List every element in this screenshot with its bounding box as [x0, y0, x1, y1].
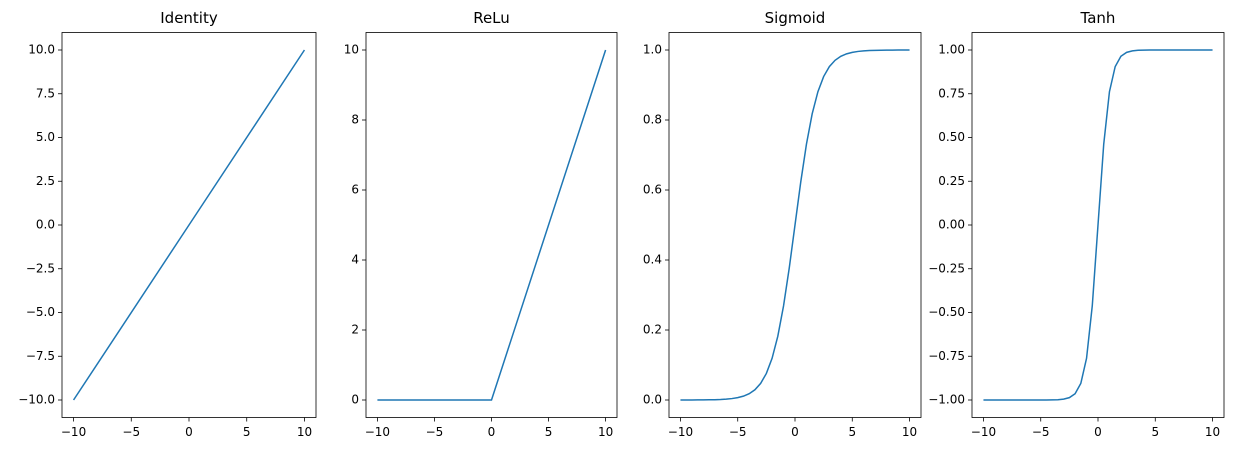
axes-frame — [61, 32, 317, 418]
y-tick-label: 0.25 — [938, 174, 965, 188]
chart-title: ReLu — [473, 9, 510, 27]
y-tick-label: 10.0 — [28, 43, 55, 57]
y-tick-label: −0.75 — [928, 349, 965, 363]
x-tick-label: 0 — [791, 425, 799, 439]
y-tick-label: 10 — [344, 43, 359, 57]
y-tick-label: −10.0 — [18, 393, 55, 407]
y-tick-label: 2.5 — [36, 174, 55, 188]
y-tick-label: 0.75 — [938, 86, 965, 100]
x-tick-label: 5 — [243, 425, 251, 439]
line — [680, 49, 910, 401]
y-tick-label: 4 — [351, 253, 359, 267]
x-tick-label: 10 — [297, 425, 312, 439]
x-tick-label: 5 — [1151, 425, 1159, 439]
x-tick-label: −5 — [729, 425, 747, 439]
y-tick-label: 0.4 — [643, 253, 662, 267]
x-tick-label: 0 — [185, 425, 193, 439]
y-tick-label: 0.00 — [938, 218, 965, 232]
y-tick-label: 1.0 — [643, 43, 662, 57]
y-tick-label: 0.2 — [643, 323, 662, 337]
x-tick-label: −10 — [668, 425, 693, 439]
axes-frame — [668, 32, 922, 418]
y-tick-label: 0.50 — [938, 130, 965, 144]
x-tick-label: 0 — [1094, 425, 1102, 439]
x-tick-label: 10 — [1205, 425, 1220, 439]
x-tick-label: −5 — [426, 425, 444, 439]
y-tick-label: 5.0 — [36, 130, 55, 144]
y-tick-label: −0.25 — [928, 261, 965, 275]
y-tick-label: 1.00 — [938, 43, 965, 57]
x-tick-label: −10 — [365, 425, 390, 439]
chart-title: Sigmoid — [765, 9, 826, 27]
x-tick-label: −5 — [1032, 425, 1050, 439]
x-tick-label: 10 — [902, 425, 917, 439]
chart-title: Identity — [160, 9, 218, 27]
y-tick-label: −2.5 — [26, 261, 55, 275]
x-tick-label: −5 — [122, 425, 140, 439]
y-tick-label: 7.5 — [36, 86, 55, 100]
x-tick-label: 10 — [598, 425, 613, 439]
y-tick-label: −1.00 — [928, 393, 965, 407]
chart-title: Tanh — [1080, 9, 1116, 27]
y-tick-label: 0.0 — [36, 218, 55, 232]
y-tick-label: −0.50 — [928, 305, 965, 319]
axes-frame — [971, 32, 1225, 418]
line — [377, 49, 607, 401]
y-tick-label: 0 — [351, 393, 359, 407]
x-tick-label: −10 — [971, 425, 996, 439]
line — [72, 49, 306, 401]
y-tick-label: 6 — [351, 183, 359, 197]
y-tick-label: −5.0 — [26, 305, 55, 319]
line — [983, 49, 1213, 401]
x-tick-label: 5 — [848, 425, 856, 439]
x-tick-label: −10 — [61, 425, 86, 439]
y-tick-label: 0.6 — [643, 183, 662, 197]
y-tick-label: 8 — [351, 113, 359, 127]
x-tick-label: 0 — [488, 425, 496, 439]
x-tick-label: 5 — [545, 425, 553, 439]
y-tick-label: 0.8 — [643, 113, 662, 127]
y-tick-label: −7.5 — [26, 349, 55, 363]
y-tick-label: 0.0 — [643, 393, 662, 407]
axes-frame — [365, 32, 618, 418]
y-tick-label: 2 — [351, 323, 359, 337]
